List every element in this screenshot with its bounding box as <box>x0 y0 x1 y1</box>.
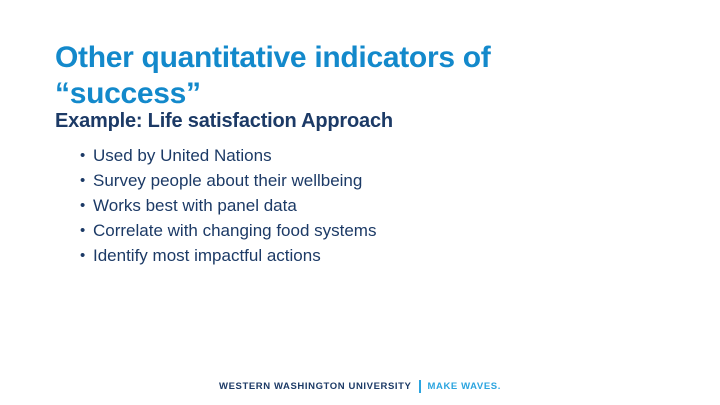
list-item: Works best with panel data <box>55 193 655 218</box>
example-heading: Example: Life satisfaction Approach <box>55 110 393 132</box>
list-item: Used by United Nations <box>55 143 655 168</box>
bullet-list: Used by United Nations Survey people abo… <box>55 143 655 268</box>
list-item: Identify most impactful actions <box>55 243 655 268</box>
list-item: Correlate with changing food systems <box>55 218 655 243</box>
slide-body: Example: Life satisfaction Approach Used… <box>55 110 655 268</box>
list-item: Survey people about their wellbeing <box>55 168 655 193</box>
slide-footer: WESTERN WASHINGTON UNIVERSITY MAKE WAVES… <box>0 380 720 393</box>
university-wordmark: WESTERN WASHINGTON UNIVERSITY <box>219 381 412 392</box>
slide-title: Other quantitative indicators of “succes… <box>55 41 491 111</box>
footer-separator <box>418 380 421 393</box>
make-waves-tagline: MAKE WAVES. <box>427 381 501 392</box>
